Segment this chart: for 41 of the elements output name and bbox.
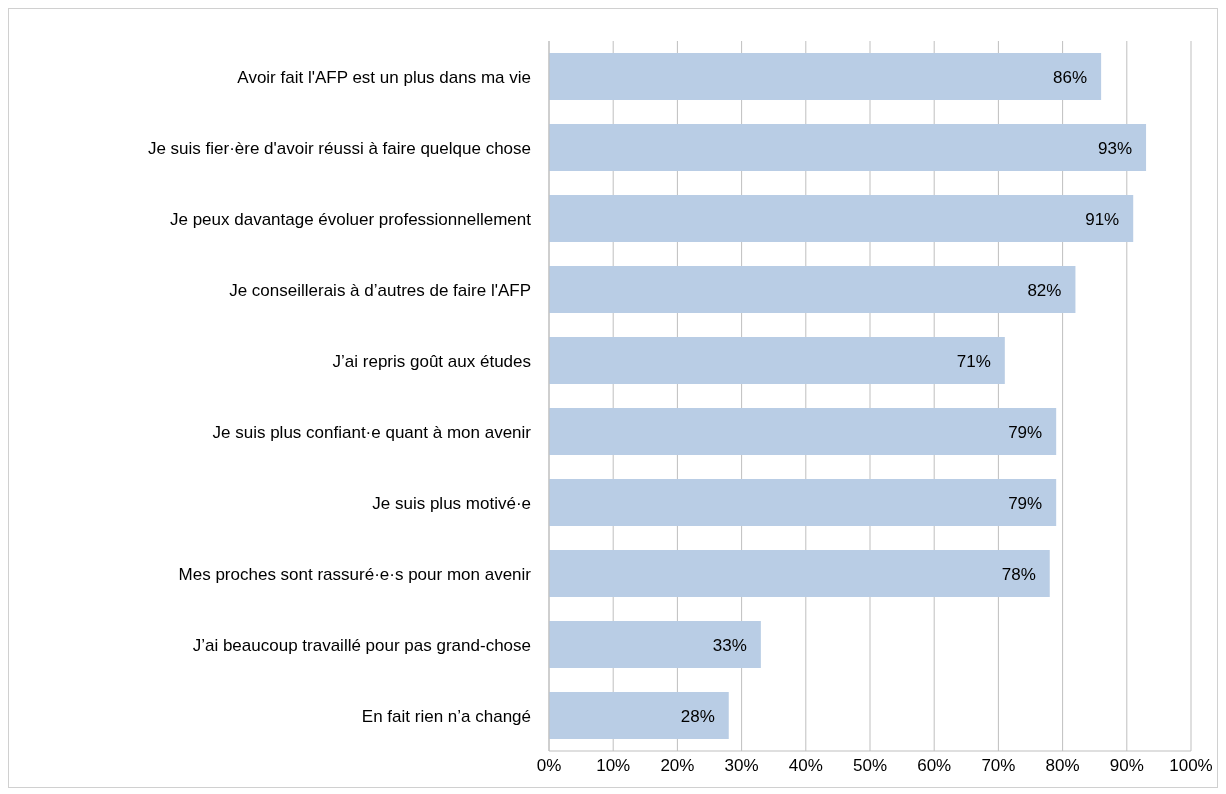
y-tick-label: Mes proches sont rassuré·e·s pour mon avenir bbox=[178, 564, 532, 584]
y-tick-label: Je suis plus confiant·e quant à mon avenir bbox=[212, 422, 532, 442]
data-label: 93% bbox=[1098, 138, 1133, 158]
data-label: 86% bbox=[1053, 67, 1088, 87]
x-tick-label: 50% bbox=[852, 756, 888, 776]
data-label: 71% bbox=[956, 351, 991, 371]
x-tick-label: 80% bbox=[1045, 756, 1080, 776]
y-tick-label: Je peux davantage évoluer professionnellement bbox=[169, 209, 532, 229]
x-tick-label: 0% bbox=[536, 756, 562, 776]
y-tick-label: J’ai repris goût aux études bbox=[332, 351, 531, 371]
bar bbox=[549, 621, 761, 669]
data-label: 91% bbox=[1085, 209, 1120, 229]
data-label: 79% bbox=[1008, 422, 1043, 442]
y-tick-label: J’ai beaucoup travaillé pour pas grand-chose bbox=[192, 635, 531, 655]
x-tick-label: 70% bbox=[981, 756, 1016, 776]
x-tick-label: 20% bbox=[660, 756, 695, 776]
bar bbox=[549, 53, 1102, 101]
bar bbox=[549, 266, 1076, 314]
x-tick-label: 100% bbox=[1169, 756, 1213, 776]
data-label: 33% bbox=[712, 635, 747, 655]
y-tick-label: En fait rien n’a changé bbox=[361, 706, 531, 726]
bar bbox=[549, 550, 1050, 598]
bar bbox=[549, 479, 1057, 527]
x-tick-label: 60% bbox=[917, 756, 952, 776]
y-tick-label: Je suis fier·ère d'avoir réussi à faire quelque chose bbox=[147, 138, 531, 158]
y-tick-label: Je suis plus motivé·e bbox=[372, 493, 531, 513]
bar bbox=[549, 408, 1057, 456]
data-label: 82% bbox=[1027, 280, 1062, 300]
data-label: 78% bbox=[1001, 564, 1036, 584]
x-tick-label: 90% bbox=[1109, 756, 1144, 776]
y-tick-label: Avoir fait l'AFP est un plus dans ma vie bbox=[237, 67, 531, 87]
bar bbox=[549, 195, 1134, 243]
x-tick-label: 10% bbox=[596, 756, 631, 776]
data-label: 79% bbox=[1008, 493, 1043, 513]
bar bbox=[549, 692, 729, 740]
bar bbox=[549, 337, 1005, 385]
y-tick-label: Je conseillerais à d’autres de faire l'AFP bbox=[229, 280, 531, 300]
data-label: 28% bbox=[680, 706, 715, 726]
x-tick-label: 30% bbox=[724, 756, 759, 776]
x-tick-label: 40% bbox=[788, 756, 823, 776]
bar bbox=[549, 124, 1147, 172]
